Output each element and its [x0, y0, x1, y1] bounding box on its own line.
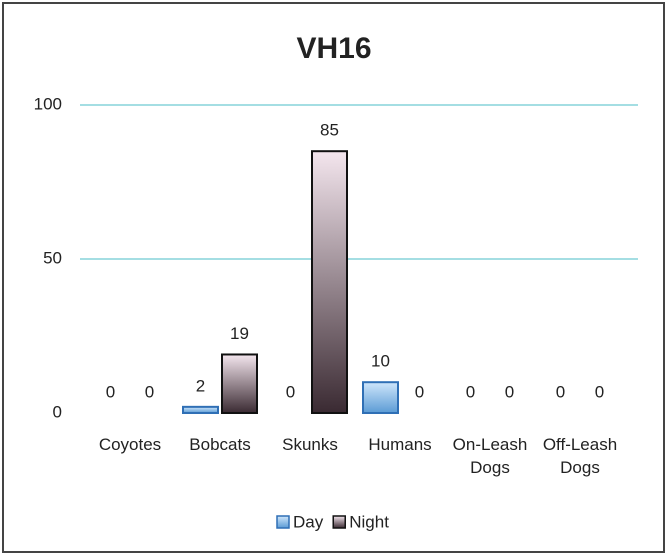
data-label: 19 [230, 324, 249, 343]
y-tick-label: 50 [43, 248, 62, 267]
data-label: 0 [145, 382, 154, 401]
x-tick-label: Skunks [282, 435, 338, 454]
data-label: 2 [196, 376, 205, 395]
data-label: 0 [106, 382, 115, 401]
bar [182, 405, 219, 414]
data-label: 10 [371, 352, 390, 371]
chart-title: VH16 [296, 32, 371, 65]
data-label: 0 [556, 382, 565, 401]
data-label: 0 [286, 382, 295, 401]
bar [221, 353, 258, 415]
x-tick-label: On-Leash Dogs [452, 435, 528, 477]
legend-swatch [276, 515, 290, 529]
x-tick-label: Bobcats [189, 435, 251, 454]
legend-swatch [332, 515, 346, 529]
x-tick-label: Off-Leash Dogs [542, 435, 618, 477]
legend-label: Day [293, 512, 324, 531]
data-label: 0 [595, 382, 604, 401]
bar [311, 150, 348, 414]
bar [362, 381, 399, 415]
data-label: 85 [320, 121, 339, 140]
data-label: 0 [505, 382, 514, 401]
x-tick-label: Humans [368, 435, 432, 454]
data-label: 0 [415, 382, 424, 401]
x-tick-label: Coyotes [98, 435, 162, 454]
legend-label: Night [349, 512, 389, 531]
y-tick-label: 0 [53, 402, 62, 421]
y-tick-label: 100 [34, 94, 62, 113]
data-label: 0 [466, 382, 475, 401]
